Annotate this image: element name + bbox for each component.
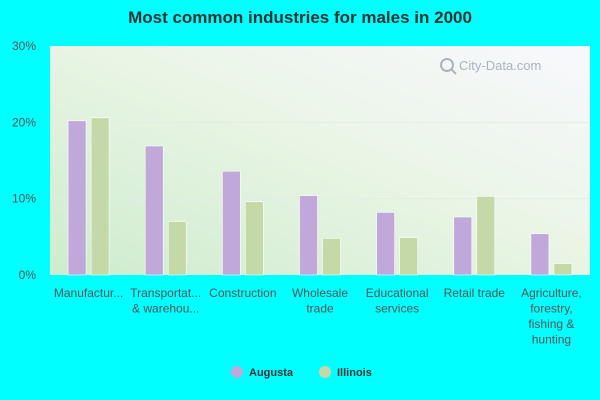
chart-title: Most common industries for males in 2000 — [128, 8, 472, 27]
bar-augusta-0 — [67, 120, 87, 276]
watermark-search-icon — [440, 58, 454, 72]
y-tick-label: 0% — [19, 268, 37, 282]
legend-label-augusta: Augusta — [249, 367, 294, 379]
bar-illinois-2 — [245, 201, 264, 276]
bar-augusta-2 — [222, 170, 241, 276]
watermark: City-Data.com — [440, 58, 541, 75]
bar-augusta-3 — [299, 195, 318, 276]
bar-augusta-1 — [144, 145, 164, 276]
y-tick-label: 10% — [12, 192, 36, 206]
bar-illinois-4 — [399, 237, 418, 276]
x-category-label: Transportat... & warehou... — [130, 286, 201, 316]
y-tick-label: 30% — [12, 39, 36, 53]
gridlines — [50, 121, 590, 200]
x-category-label: Manufactur... — [54, 286, 123, 300]
legend-swatch-augusta — [231, 366, 243, 378]
bar-illinois-0 — [90, 117, 110, 276]
bar-augusta-6 — [530, 233, 550, 276]
plot-area — [50, 46, 590, 275]
legend-swatch-illinois — [319, 366, 331, 378]
x-category-label: Retail trade — [444, 286, 506, 300]
x-category-label: Agriculture, forestry, fishing & hunting — [521, 286, 582, 347]
bar-augusta-5 — [453, 216, 473, 276]
bars — [67, 117, 573, 276]
y-axis: 0% 10% 20% 30% — [12, 39, 36, 282]
y-tick-label: 20% — [12, 115, 36, 129]
x-category-label: Wholesale trade — [292, 286, 348, 316]
bar-augusta-4 — [376, 212, 395, 276]
bar-illinois-6 — [553, 263, 573, 276]
watermark-search-icon-handle — [450, 68, 457, 75]
legend: Augusta Illinois — [231, 366, 372, 379]
bar-illinois-5 — [476, 196, 496, 276]
bar-illinois-1 — [167, 221, 187, 276]
bar-illinois-3 — [322, 238, 341, 276]
x-category-label: Construction — [209, 286, 276, 300]
legend-label-illinois: Illinois — [337, 367, 372, 379]
x-category-label: Educational services — [366, 286, 429, 316]
watermark-text: City-Data.com — [459, 58, 541, 73]
x-axis: Manufactur... Transportat... & warehou... C… — [54, 286, 582, 347]
